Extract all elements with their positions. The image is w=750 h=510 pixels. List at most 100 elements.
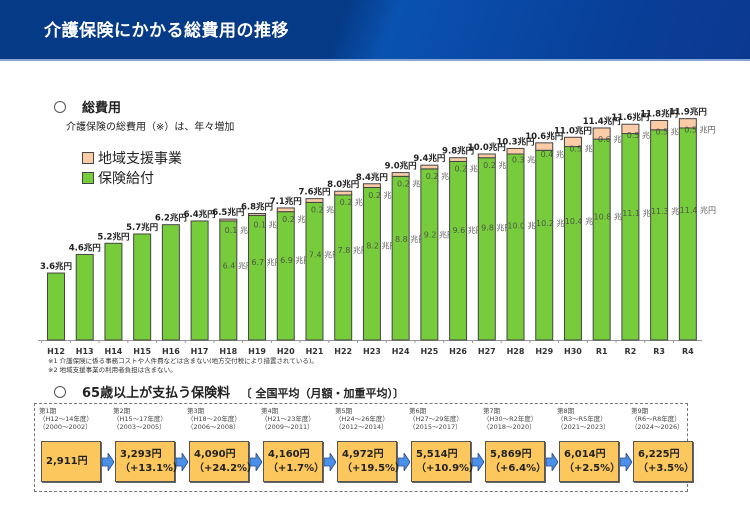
total-value-label: 4.6兆円 (69, 242, 101, 253)
community-support-value-label: 0.3 兆円 (512, 154, 543, 164)
period-years: （2021～2023） (557, 423, 610, 431)
bar-community-support (477, 153, 496, 159)
x-tick-label: H24 (392, 347, 410, 356)
period-label: 第4期 （H21～23年度） （2009～2011） (261, 407, 331, 431)
bar-insurance-benefits (75, 253, 94, 341)
premium-amount: 4,090円 (194, 448, 236, 460)
premium-box: 5,514円 （+10.9%） (411, 441, 479, 482)
insurance-benefits-value-label: 11.4 兆円 (680, 205, 716, 215)
period-years: （2024～2026） (631, 423, 684, 431)
bar-community-support (563, 136, 582, 148)
footnotes: ※1 介護保険に係る事務コストや人件費などは含まない(地方交付税により措置されて… (48, 357, 318, 375)
total-value-label: 6.8兆円 (241, 202, 273, 213)
circle-bullet-icon (54, 101, 66, 113)
premium-change: （+1.7%） (268, 462, 325, 474)
period-term: 第1期 (39, 407, 57, 415)
period-years-heisei: （H24～26年度） (335, 415, 389, 423)
bar-insurance-benefits (305, 201, 324, 341)
premium-change: （+19.5%） (342, 462, 406, 474)
x-tick-label: H23 (363, 347, 381, 356)
circle-bullet-icon (54, 386, 66, 398)
bar-community-support (449, 157, 468, 162)
x-tick-label: H15 (133, 347, 151, 356)
premium-box: 6,225円 （+3.5%） (633, 441, 694, 482)
community-support-value-label: 0.5 兆円 (627, 130, 658, 140)
total-value-label: 10.0兆円 (468, 142, 506, 153)
period-years-heisei: （R3～R5年度） (557, 415, 607, 423)
total-value-label: 3.6兆円 (40, 261, 72, 272)
bar-insurance-benefits (161, 224, 180, 341)
section-subtitle: 介護保険の総費用（※）は、年々増加 (66, 122, 235, 133)
total-value-label: 11.0兆円 (554, 125, 592, 136)
bar-insurance-benefits (248, 214, 267, 341)
period-years: （2006～2008） (187, 423, 240, 431)
bar-community-support (362, 183, 381, 188)
premium-amount: 3,293円 (120, 448, 162, 460)
total-value-label: 9.8兆円 (442, 146, 474, 157)
x-tick-label: H16 (162, 347, 180, 356)
total-value-label: 11.9兆円 (669, 107, 707, 118)
premium-box: 4,090円 （+24.2%） (189, 441, 258, 482)
community-support-value-label: 0.4 兆円 (541, 149, 572, 159)
total-value-label: 7.6兆円 (298, 187, 330, 198)
premium-change: （+13.1%） (120, 462, 184, 474)
x-tick-label: H13 (76, 347, 94, 356)
total-value-label: 8.4兆円 (356, 172, 388, 183)
bar-insurance-benefits (362, 186, 381, 341)
premium-box: 3,293円 （+13.1%） (115, 441, 184, 482)
premium-box: 5,869円 （+6.4%） (485, 441, 546, 482)
bar-insurance-benefits (104, 242, 123, 341)
period-term: 第4期 (261, 407, 279, 415)
period-years: （2015～2017） (409, 423, 462, 431)
community-support-value-label: 0.5 兆円 (655, 127, 686, 137)
bar-community-support (391, 172, 410, 177)
footnote-2: ※2 地域支援事業の利用者負担は含まない。 (48, 366, 177, 374)
x-tick-label: H14 (105, 347, 123, 356)
period-term: 第5期 (335, 407, 353, 415)
x-tick-label: H28 (507, 347, 525, 356)
bar-insurance-benefits (190, 220, 209, 341)
total-value-label: 5.7兆円 (126, 222, 158, 233)
period-years-heisei: （R6～R8年度） (631, 415, 681, 423)
legend-item-insurance-benefits: 保険給付 (82, 168, 182, 188)
x-tick-label: R2 (625, 347, 637, 356)
bar-insurance-benefits (133, 233, 152, 341)
x-tick-label: H29 (535, 347, 553, 356)
insurance-benefits-value-label: 6.4 兆円 (223, 261, 254, 271)
bar-community-support (248, 213, 267, 216)
bar-insurance-benefits (621, 133, 640, 341)
community-support-value-label: 0.2 兆円 (340, 197, 371, 207)
period-label: 第5期 （H24～26年度） （2012～2014） (335, 407, 405, 431)
period-label: 第1期 （H12～14年度） （2000～2002） (39, 407, 109, 431)
period-term: 第3期 (187, 407, 205, 415)
total-value-label: 10.6兆円 (525, 131, 563, 142)
premium-amount: 5,869円 (490, 448, 532, 460)
bar-community-support (276, 207, 295, 213)
header-banner: 介護保険にかかる総費用の推移 (0, 0, 750, 61)
community-support-value-label: 0.2 兆円 (368, 190, 399, 200)
bar-insurance-benefits (391, 175, 410, 341)
insurance-benefits-value-label: 9.6 兆円 (452, 225, 483, 235)
premium-amount: 4,160円 (268, 448, 310, 460)
period-years-heisei: （H30～R2年度） (483, 415, 538, 423)
x-tick-label: H17 (191, 347, 209, 356)
premium-amount: 2,911円 (46, 455, 88, 467)
total-value-label: 6.5兆円 (212, 207, 244, 218)
community-support-value-label: 0.2 兆円 (397, 179, 428, 189)
right-arrow-icon (250, 453, 262, 471)
total-value-label: 5.2兆円 (97, 231, 129, 242)
premium-change: （+24.2%） (194, 462, 258, 474)
total-cost-bar-chart: 3.6兆円 H12 4.6兆円 H13 5.2兆円 H14 5.7兆円 H15 6.2兆円 H16… (38, 107, 716, 356)
section-heading-total-cost: 総費用 (54, 97, 121, 116)
x-tick-label: H19 (248, 347, 266, 356)
total-value-label: 9.0兆円 (385, 161, 417, 172)
insurance-benefits-value-label: 10.8 兆円 (594, 211, 630, 221)
bar-community-support (305, 198, 324, 203)
period-term: 第6期 (409, 407, 427, 415)
bar-insurance-benefits (449, 160, 468, 341)
insurance-benefits-value-label: 6.9 兆円 (280, 255, 311, 265)
footnote-1: ※1 介護保険に係る事務コストや人件費などは含まない(地方交付税により措置されて… (48, 357, 318, 365)
insurance-benefits-value-label: 9.2 兆円 (424, 229, 455, 239)
right-arrow-icon (102, 453, 114, 471)
right-arrow-icon (398, 453, 410, 471)
